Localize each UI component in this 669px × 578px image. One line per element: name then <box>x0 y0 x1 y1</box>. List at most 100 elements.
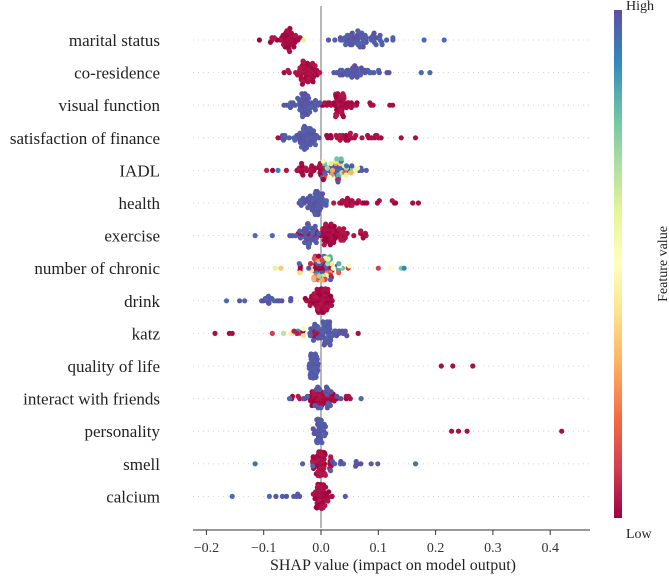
shap-point <box>321 342 327 348</box>
shap-point <box>339 198 345 204</box>
shap-point <box>270 167 276 173</box>
feature-label: health <box>118 194 160 213</box>
shap-point <box>410 200 416 206</box>
shap-point <box>300 396 307 402</box>
shap-point <box>312 373 318 379</box>
shap-point <box>353 463 359 469</box>
shap-point <box>344 100 350 106</box>
feature-label: satisfaction of finance <box>10 129 160 148</box>
shap-point <box>362 230 368 236</box>
shap-point <box>326 489 332 495</box>
x-tick-label: 0.0 <box>312 541 330 556</box>
shap-point <box>331 398 337 404</box>
shap-point <box>337 132 343 139</box>
shap-point <box>305 205 311 211</box>
shap-point <box>384 37 390 43</box>
shap-point <box>318 335 324 341</box>
shap-point <box>304 60 311 66</box>
shap-point <box>412 461 419 467</box>
shap-point <box>353 132 359 139</box>
shap-point <box>330 265 336 271</box>
shap-point <box>559 428 565 434</box>
shap-point <box>343 137 349 143</box>
shap-point <box>376 67 382 73</box>
shap-point <box>311 430 317 437</box>
shap-point <box>311 274 317 280</box>
shap-point <box>300 461 306 467</box>
shap-point <box>310 458 316 465</box>
shap-point <box>323 198 329 204</box>
shap-point <box>310 337 317 343</box>
shap-point <box>358 396 364 402</box>
shap-point <box>338 396 344 402</box>
shap-point <box>415 200 421 206</box>
shap-point <box>242 298 248 304</box>
shap-point <box>223 298 230 304</box>
shap-point <box>322 471 328 477</box>
shap-point <box>470 363 476 369</box>
shap-point <box>316 470 322 476</box>
shap-point <box>301 37 307 43</box>
shap-point <box>267 39 273 45</box>
shap-point <box>352 63 358 69</box>
shap-point <box>323 221 329 227</box>
shap-point <box>427 70 433 76</box>
shap-point <box>319 257 325 263</box>
shap-point <box>299 81 305 87</box>
shap-point <box>281 330 287 336</box>
shap-point <box>269 35 275 41</box>
shap-point <box>286 396 293 402</box>
shap-point <box>344 202 350 208</box>
shap-point <box>412 135 419 141</box>
shap-point <box>376 198 382 204</box>
shap-point <box>341 226 347 232</box>
shap-point <box>297 228 303 234</box>
shap-point <box>349 202 355 208</box>
shap-point <box>308 100 315 106</box>
shap-point <box>343 42 349 48</box>
shap-point <box>252 461 258 467</box>
shap-point <box>324 165 330 171</box>
x-axis-title: SHAP value (impact on model output) <box>270 557 516 574</box>
shap-point <box>314 189 320 195</box>
shap-point <box>449 428 455 434</box>
shap-point <box>358 461 364 467</box>
shap-point <box>339 328 345 334</box>
shap-point <box>275 135 281 141</box>
shap-point <box>328 221 334 227</box>
shap-point <box>331 70 337 76</box>
shap-point <box>375 461 381 467</box>
shap-point <box>275 167 281 173</box>
shap-point <box>455 428 462 434</box>
shap-point <box>278 265 284 271</box>
shap-point <box>338 156 344 162</box>
shap-point <box>296 261 302 267</box>
shap-point <box>368 461 374 467</box>
shap-point <box>389 198 395 204</box>
shap-point <box>323 226 329 232</box>
shap-point <box>299 160 305 167</box>
shap-point <box>333 235 339 241</box>
shap-point <box>284 28 290 34</box>
shap-point <box>340 37 346 43</box>
shap-point <box>307 261 314 267</box>
shap-point <box>297 107 303 113</box>
shap-point <box>321 433 328 439</box>
shap-point <box>306 126 312 132</box>
shap-point <box>306 241 313 247</box>
shap-point <box>354 100 360 106</box>
shap-point <box>287 233 293 239</box>
shap-point <box>288 30 294 36</box>
shap-point <box>418 70 424 76</box>
shap-point <box>287 48 293 55</box>
shap-point <box>293 233 299 239</box>
shap-point <box>347 130 353 136</box>
shap-point <box>331 200 337 206</box>
shap-point <box>343 172 349 178</box>
feature-label: quality of life <box>67 357 160 376</box>
shap-point <box>295 95 301 101</box>
shap-point <box>327 277 334 283</box>
x-tick-label: 0.2 <box>427 541 445 556</box>
shap-point <box>368 35 374 41</box>
